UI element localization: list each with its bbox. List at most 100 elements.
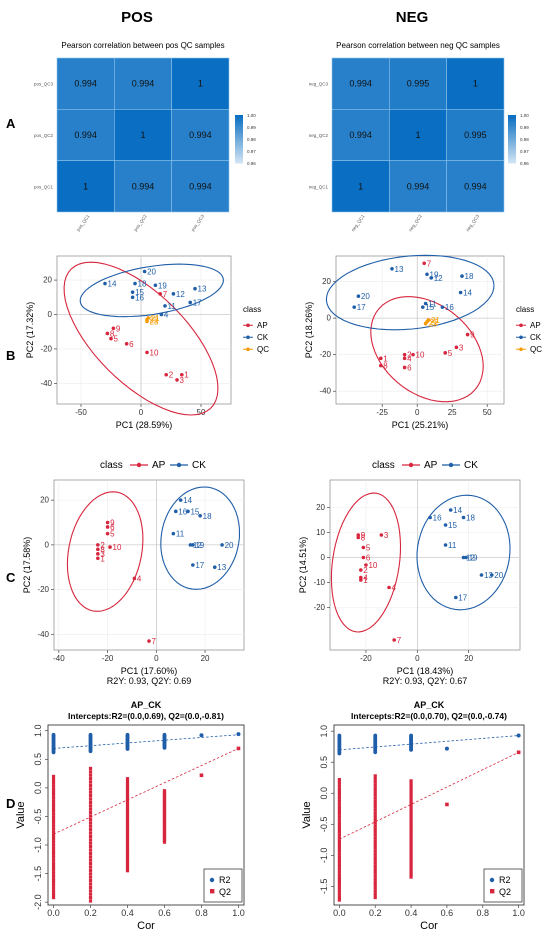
colorbar-segment: [508, 143, 516, 146]
sample-label: 18: [203, 512, 212, 521]
q2-point: [373, 861, 377, 865]
q2-point: [199, 773, 204, 778]
q2-point: [125, 836, 130, 840]
sample-point: [356, 533, 361, 537]
q2-point: [409, 870, 413, 874]
y-axis-label: PC2 (17.32%): [25, 302, 35, 359]
heatmap-cell: [56, 160, 115, 213]
q2-point: [51, 874, 56, 878]
confidence-ellipse: [63, 261, 219, 416]
sample-label: 15: [448, 521, 457, 530]
q2-point: [409, 855, 413, 859]
sample-point: [186, 509, 190, 514]
x-tick-label: 0: [139, 408, 144, 417]
q2-point: [88, 896, 93, 900]
sample-point: [145, 317, 149, 322]
heatmap-value: 1: [140, 130, 145, 140]
q2-point: [409, 833, 413, 837]
q2-point: [373, 796, 377, 800]
sample-point: [428, 515, 432, 520]
row-label-c: C: [6, 570, 16, 585]
colorbar-segment: [235, 125, 243, 128]
confidence-ellipse: [416, 494, 511, 611]
colorbar-segment: [508, 133, 516, 136]
q2-point: [88, 879, 93, 883]
sample-point: [429, 276, 434, 280]
q2-point: [445, 802, 449, 807]
q2-point: [51, 818, 56, 822]
x-axis-label: Cor: [137, 920, 155, 932]
q2-point: [125, 795, 130, 800]
sample-point: [130, 290, 135, 294]
sample-point: [111, 326, 116, 331]
x-axis-label: PC1 (18.43%): [397, 666, 454, 676]
sample-point: [212, 565, 217, 570]
x-tick-label: 0: [154, 654, 159, 663]
sample-label: 18: [465, 272, 474, 281]
sample-label: 17: [357, 303, 366, 312]
q2-point: [51, 840, 56, 844]
heatmap-neg: Pearson correlation between neg QC sampl…: [309, 41, 530, 232]
q2-point: [125, 850, 130, 854]
plsda-pos: -40 -20 0 20 -40 -20 0 20 PC1 (17.60%) PC2 (17.58…: [22, 479, 245, 686]
y-tick-label: -40: [37, 630, 49, 639]
colorbar-segment: [235, 115, 243, 118]
q2-point: [125, 838, 130, 842]
q2-point: [409, 806, 413, 810]
heatmap-cell: [114, 109, 172, 161]
q2-point: [125, 781, 130, 786]
x-tick-label: 0.6: [441, 908, 454, 918]
sample-point: [489, 573, 494, 577]
sample-point: [198, 513, 202, 518]
sample-point: [147, 639, 151, 643]
q2-point: [51, 880, 56, 884]
colorbar-segment: [508, 147, 516, 150]
y-tick-label: 0: [321, 553, 326, 562]
q2-point: [409, 868, 413, 872]
q2-point: [373, 870, 377, 875]
sample-label: 6: [407, 363, 412, 372]
q2-point: [88, 814, 93, 818]
q2-point: [337, 821, 341, 825]
heatmap-value: 0.994: [349, 79, 372, 89]
colorbar-segment: [508, 135, 516, 138]
sample-point: [425, 272, 429, 277]
q2-point: [125, 866, 130, 870]
colorbar-segment: [508, 159, 516, 162]
sample-point: [464, 555, 468, 560]
sample-label: 13: [484, 571, 493, 580]
q2-point: [51, 824, 56, 828]
q2-point: [373, 802, 377, 806]
row-label-a: A: [6, 116, 16, 131]
q2-point: [337, 898, 341, 902]
sample-point: [130, 295, 135, 300]
sample-label: 16: [445, 303, 454, 312]
sample-point: [361, 545, 366, 550]
q2-point: [125, 807, 130, 811]
q2-point: [337, 818, 341, 822]
y-tick-label: -40: [319, 387, 331, 396]
heatmap-row-label: pos_QC2: [34, 133, 54, 138]
colorbar-segment: [508, 155, 516, 158]
colorbar-segment: [235, 147, 243, 150]
q2-point: [409, 858, 413, 862]
legend-label: AP: [530, 321, 541, 330]
header-pos: POS: [121, 9, 153, 26]
q2-point: [125, 831, 130, 835]
sample-label: 7: [427, 259, 432, 268]
legend-key-marker: [246, 335, 250, 340]
sample-label: 12: [466, 554, 475, 563]
plsda-legend-ck: CK: [192, 460, 206, 471]
sample-point: [423, 321, 428, 326]
heatmap-cell: [331, 57, 390, 110]
q2-point: [125, 810, 130, 814]
q2-point: [125, 826, 130, 830]
q2-point: [88, 882, 93, 886]
q2-point: [373, 874, 377, 878]
sample-label: 4: [164, 311, 169, 320]
q2-point: [125, 852, 130, 856]
q2-point: [51, 895, 56, 900]
q2-point: [51, 796, 56, 800]
y-tick-label: 0.0: [319, 787, 329, 800]
